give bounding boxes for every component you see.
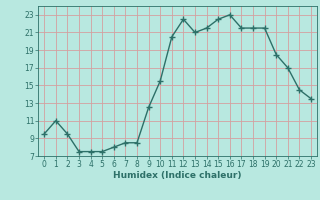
X-axis label: Humidex (Indice chaleur): Humidex (Indice chaleur)	[113, 171, 242, 180]
